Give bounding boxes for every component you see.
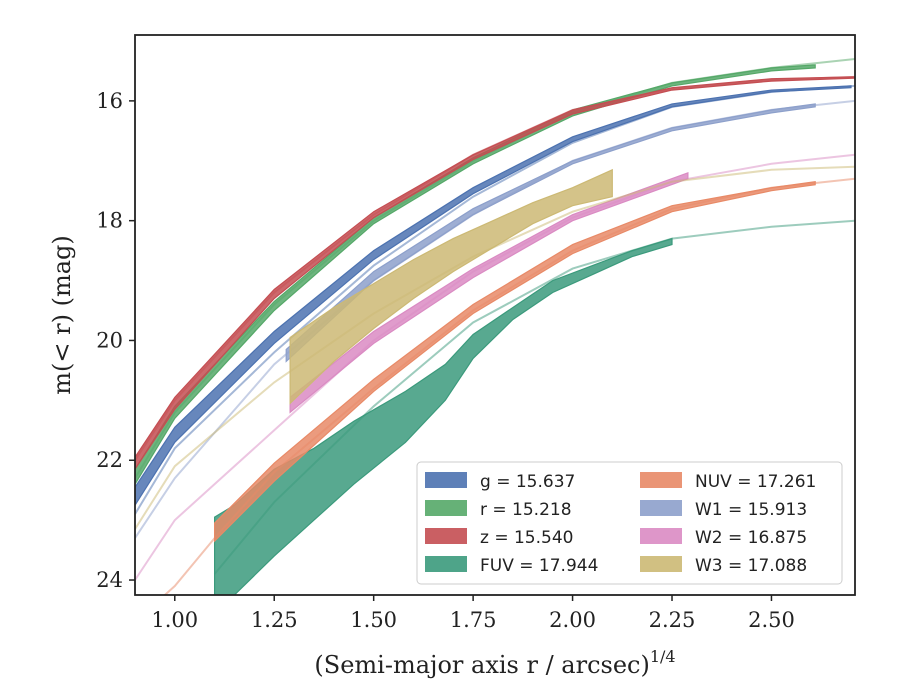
y-tick-label: 22: [96, 448, 123, 472]
x-tick-label: 1.50: [350, 608, 397, 632]
data-band-fuv: [214, 237, 673, 595]
legend-label-z: z = 15.540: [480, 528, 573, 548]
x-axis: 1.00 1.25 1.50 1.75 2.00 2.25 2.50: [151, 595, 795, 632]
legend-swatch-z: [425, 528, 467, 544]
x-tick-label: 2.50: [748, 608, 795, 632]
legend-swatch-w3: [640, 556, 682, 572]
legend-label-nuv: NUV = 17.261: [695, 472, 816, 492]
y-tick-label: 24: [96, 568, 123, 592]
legend-label-w2: W2 = 16.875: [695, 528, 807, 548]
x-tick-label: 1.75: [450, 608, 497, 632]
data-band-nuv: [214, 181, 816, 543]
x-tick-label: 1.25: [251, 608, 298, 632]
legend-label-r: r = 15.218: [480, 500, 572, 520]
plot-frame: [134, 34, 856, 596]
series-layer: [135, 58, 855, 595]
model-curve-r: [135, 58, 855, 479]
x-tick-label: 1.00: [151, 608, 198, 632]
y-axis: 16 18 20 22 24: [96, 89, 135, 592]
data-band-w2: [289, 171, 689, 414]
y-axis-label: m(< r) (mag): [48, 235, 76, 394]
legend-swatch-w1: [640, 500, 682, 516]
legend-label-fuv: FUV = 17.944: [480, 556, 598, 576]
data-band-w3: [289, 168, 613, 405]
x-axis-label: (Semi-major axis r / arcsec)1/4: [314, 647, 675, 679]
legend-swatch-w2: [640, 528, 682, 544]
legend: g = 15.637 r = 15.218 z = 15.540 FUV = 17.9…: [416, 461, 843, 585]
data-band-w1: [285, 103, 816, 363]
data-band-z: [135, 76, 855, 471]
y-tick-label: 16: [96, 89, 123, 113]
legend-swatch-nuv: [640, 472, 682, 488]
model-curve-z: [135, 75, 855, 461]
legend-swatch-r: [425, 500, 467, 516]
y-tick-label: 18: [96, 209, 123, 233]
legend-swatch-fuv: [425, 556, 467, 572]
y-tick-label: 20: [96, 328, 123, 352]
legend-label-w1: W1 = 15.913: [695, 500, 807, 520]
legend-swatch-g: [425, 472, 467, 488]
x-tick-label: 2.25: [649, 608, 696, 632]
legend-label-g: g = 15.637: [480, 472, 575, 492]
x-axis-label-superscript: 1/4: [650, 647, 676, 666]
data-band-g: [135, 85, 852, 507]
legend-frame: [416, 461, 843, 585]
legend-label-w3: W3 = 17.088: [695, 556, 807, 576]
x-tick-label: 2.00: [549, 608, 596, 632]
